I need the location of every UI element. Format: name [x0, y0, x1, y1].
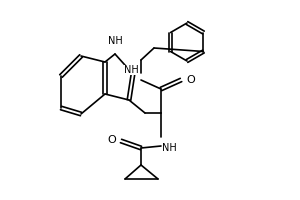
Text: NH: NH: [124, 65, 139, 75]
Text: NH: NH: [108, 36, 122, 46]
Text: O: O: [107, 135, 116, 145]
Text: NH: NH: [162, 143, 177, 153]
Text: O: O: [186, 75, 195, 85]
